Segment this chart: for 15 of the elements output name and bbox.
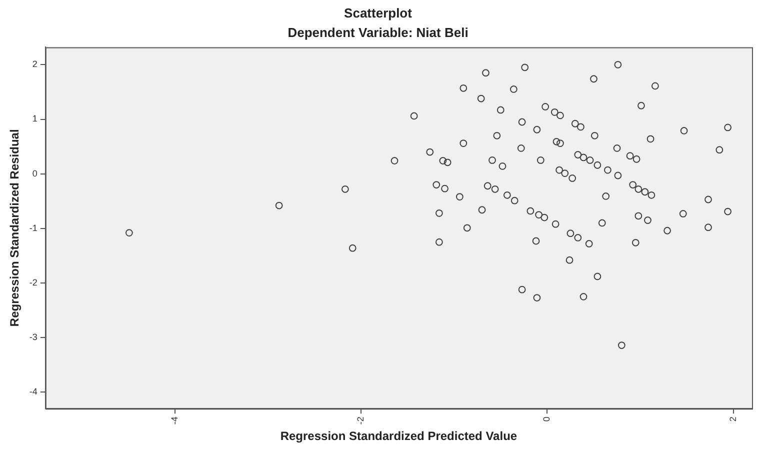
y-tick-label: 1 (32, 114, 38, 124)
x-tick-label: 2 (728, 416, 738, 422)
x-tick-label: 0 (542, 416, 552, 422)
x-tick-label: -2 (355, 416, 366, 425)
y-tick-label: 0 (32, 168, 38, 178)
y-tick-label: -4 (29, 386, 38, 397)
y-tick-label: -3 (29, 332, 38, 342)
chart-subtitle: Dependent Variable: Niat Beli (288, 24, 468, 40)
x-axis-title: Regression Standardized Predicted Value (280, 429, 518, 444)
chart-title: Scatterplot (344, 5, 413, 20)
y-tick-label: 2 (32, 59, 38, 70)
y-tick-label: -1 (29, 222, 38, 233)
y-axis-title: Regression Standardized Residual (8, 129, 22, 327)
y-tick-label: -2 (29, 278, 38, 288)
x-tick-label: -4 (169, 416, 180, 425)
